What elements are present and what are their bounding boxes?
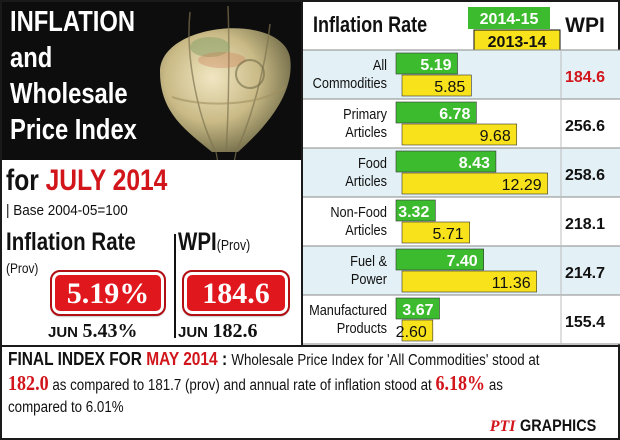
inflation-june-line: JUN 5.43%	[48, 320, 137, 343]
data-label-2014-15: 5.19	[420, 57, 451, 74]
data-label-2014-15: 8.43	[459, 155, 490, 172]
category-label: Non-Food	[330, 203, 387, 220]
banknote-balloon-illustration	[160, 5, 291, 160]
footnote-line2-mid: as compared to 181.7 (prov) and annual r…	[48, 377, 436, 394]
title-line: Price Index	[10, 114, 137, 146]
data-label-2014-15: 3.67	[402, 302, 433, 319]
category-label: Commodities	[313, 74, 387, 91]
wpi-value: 214.7	[565, 265, 605, 282]
footnote-line2-end: as	[485, 377, 503, 394]
final-index-footnote: FINAL INDEX FOR MAY 2014 : Wholesale Pri…	[8, 348, 612, 419]
bar-2013-14	[401, 172, 548, 195]
pti-graphics-credit: PTI GRAPHICS	[490, 416, 610, 436]
bar-2014-15	[395, 150, 497, 173]
inflation-bar-chart: Inflation Rate WPI 2014-15 2013-14 AllCommod…	[303, 7, 620, 345]
period-prefix: for	[6, 164, 46, 197]
base-year-note: | Base 2004-05=100	[6, 202, 128, 219]
title-header: INFLATION and Wholesale Price Index	[2, 2, 301, 160]
data-label-2013-14: 5.71	[433, 226, 464, 243]
category-label: Manufactured	[309, 301, 387, 318]
wpi-june-value: 182.6	[212, 320, 258, 342]
wpi-title: WPI(Prov)	[178, 228, 276, 257]
block-divider	[174, 234, 176, 338]
footnote-label-prefix: FINAL INDEX FOR	[8, 349, 147, 369]
category-label: Articles	[345, 172, 387, 189]
footnote-line-2: 182.0 as compared to 181.7 (prov) and an…	[8, 372, 527, 397]
data-label-2014-15: 7.40	[447, 253, 478, 270]
wpi-value: 256.6	[565, 118, 605, 135]
legend-swatch-2014-15	[468, 7, 550, 29]
inflation-rate-value: 5.19%	[50, 270, 166, 316]
footnote-inflation-value: 6.18%	[435, 371, 486, 395]
footnote-line1-text: Wholesale Price Index for 'All Commoditi…	[231, 352, 540, 369]
data-label-2014-15: 6.78	[439, 106, 470, 123]
footnote-line-3: compared to 6.01%	[8, 399, 124, 416]
bar-2014-15	[395, 101, 477, 124]
wpi-value: 155.4	[565, 314, 605, 331]
footnote-label-colon: :	[217, 349, 232, 369]
title-line: INFLATION	[10, 6, 136, 38]
category-label: Articles	[345, 123, 387, 140]
bar-2013-14	[401, 270, 537, 293]
bar-2014-15	[395, 199, 436, 222]
table-row	[303, 295, 620, 344]
inflation-prov-label: (Prov)	[6, 260, 39, 276]
wpi-value: 184.6	[565, 69, 605, 86]
inflation-chart-panel: Inflation Rate WPI 2014-15 2013-14 All Commod…	[301, 2, 620, 345]
inflation-rate-block: Inflation Rate (Prov) 5.19% JUN 5.43%	[6, 228, 172, 343]
wpi-prov-label: (Prov)	[216, 237, 251, 254]
legend-label-2013-14: 2013-14	[488, 34, 547, 51]
wpi-block: WPI(Prov) 184.6 JUN 182.6	[178, 228, 298, 343]
bar-2013-14	[401, 221, 470, 244]
title-line: Wholesale	[10, 78, 128, 110]
chart-title: Inflation Rate	[313, 13, 427, 37]
wpi-june-line: JUN 182.6	[178, 320, 257, 343]
wpi-value: 184.6	[182, 270, 290, 316]
bar-2013-14	[401, 123, 518, 146]
category-label: Fuel &	[350, 252, 387, 269]
legend-label-2014-15: 2014-15	[480, 11, 539, 28]
category-label: Products	[337, 319, 387, 336]
wpi-value: 258.6	[565, 167, 605, 184]
inflation-june-value: 5.43%	[82, 320, 138, 342]
data-label-2013-14: 11.36	[492, 275, 531, 292]
bar-2014-15	[395, 297, 440, 320]
category-label: Articles	[345, 221, 387, 238]
period-heading: for JULY 2014	[6, 164, 167, 198]
june-label: JUN	[48, 324, 79, 341]
footnote-wpi-value: 182.0	[8, 371, 49, 395]
title-line: and	[10, 42, 53, 74]
footnote-label-month: MAY 2014	[146, 349, 218, 369]
wpi-value: 218.1	[565, 216, 605, 233]
bar-2014-15	[395, 52, 458, 75]
data-label-2014-15: 3.32	[398, 204, 429, 221]
data-label-2013-14: 9.68	[480, 128, 511, 145]
june-label: JUN	[178, 324, 209, 341]
category-label: Food	[358, 154, 387, 171]
footnote-line-1: FINAL INDEX FOR MAY 2014 : Wholesale Pri…	[8, 348, 540, 372]
bar-2013-14	[401, 74, 472, 97]
data-label-2013-14: 12.29	[502, 177, 542, 194]
credit-text: GRAPHICS	[520, 416, 597, 435]
inflation-rate-title: Inflation Rate	[6, 228, 136, 256]
wpi-column-header: WPI	[565, 14, 605, 37]
category-label: Primary	[343, 105, 387, 122]
period-month: JULY 2014	[45, 164, 168, 197]
data-label-2013-14: 2.60	[396, 324, 427, 341]
bar-2013-14	[401, 319, 434, 342]
wpi-title-text: WPI	[178, 228, 217, 256]
pti-logo: PTI	[489, 418, 516, 435]
bar-2014-15	[395, 248, 485, 271]
data-label-2013-14: 5.85	[434, 79, 465, 96]
main-title: INFLATION and Wholesale Price Index	[10, 4, 137, 148]
category-label: All	[373, 56, 387, 73]
category-label: Power	[351, 270, 387, 287]
bottom-divider	[2, 345, 618, 347]
